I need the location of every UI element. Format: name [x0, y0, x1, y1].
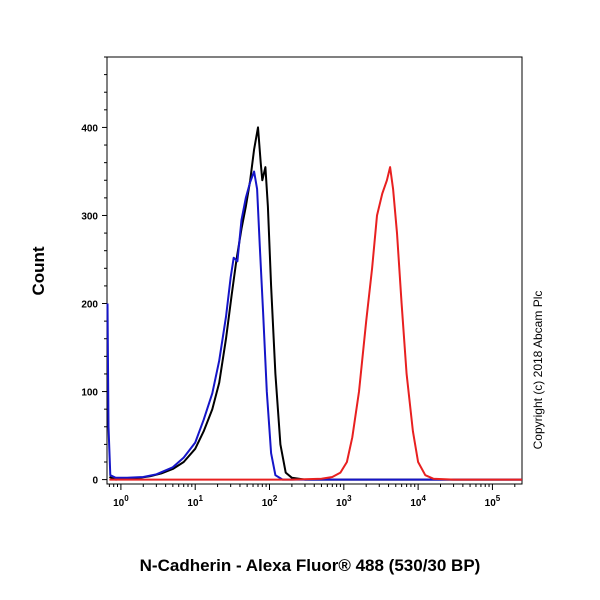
x-axis-ticks: 100 101 102 103 104 105 [108, 484, 516, 509]
series-lines [106, 126, 522, 481]
x-tick-exponent: 4 [421, 494, 426, 503]
x-tick-label: 100 [113, 494, 129, 509]
plot-frame [106, 56, 523, 485]
y-tick-label: 200 [81, 300, 98, 311]
histogram-series-2 [106, 170, 522, 481]
histogram-series-3 [109, 166, 522, 481]
x-tick-label: 103 [336, 494, 352, 509]
x-tick-label: 104 [410, 494, 426, 509]
x-tick-exponent: 3 [347, 494, 352, 503]
x-tick-exponent: 0 [124, 494, 129, 503]
x-tick-label: 101 [187, 494, 203, 509]
copyright-annotation: Copyright (c) 2018 Abcam Plc [531, 291, 545, 450]
y-tick-label: 0 [92, 476, 98, 487]
y-tick-label: 100 [81, 388, 98, 399]
x-tick-exponent: 2 [273, 494, 278, 503]
y-axis-title: Count [29, 246, 48, 295]
x-tick-exponent: 5 [496, 494, 501, 503]
x-tick-exponent: 1 [199, 494, 204, 503]
y-tick-label: 300 [81, 211, 98, 222]
y-tick-label: 400 [81, 123, 98, 134]
x-tick-label: 102 [262, 494, 278, 509]
x-axis-title: N-Cadherin - Alexa Fluor® 488 (530/30 BP… [140, 556, 481, 575]
x-tick-label: 105 [485, 494, 501, 509]
histogram-series-1 [109, 126, 522, 481]
y-axis-ticks: 0 100 200 300 400 [81, 56, 107, 487]
